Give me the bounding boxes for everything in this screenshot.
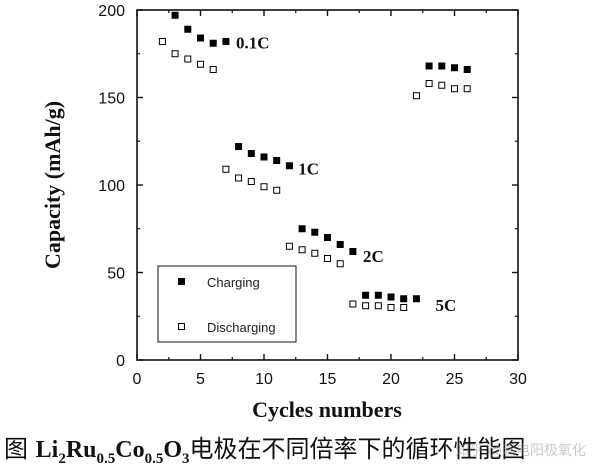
rate-label: 1C	[298, 160, 319, 179]
caption-prefix: 图	[4, 435, 36, 463]
legend-marker-charging	[178, 278, 185, 285]
y-tick-label: 0	[116, 353, 125, 370]
y-axis-title: Capacity (mAh/g)	[40, 101, 65, 269]
formula-element: Co	[115, 437, 145, 463]
y-tick-label: 150	[98, 91, 125, 108]
charging-point	[247, 150, 255, 157]
discharging-point	[247, 178, 255, 185]
discharging-point	[463, 85, 471, 93]
discharging-point	[349, 300, 357, 308]
discharging-point	[336, 260, 344, 268]
charging-point	[235, 143, 243, 150]
charging-point	[387, 293, 395, 301]
charging-point	[463, 66, 471, 73]
discharging-point	[451, 85, 458, 93]
discharging-point	[298, 246, 306, 254]
discharging-point	[260, 183, 268, 191]
rate-label: 2C	[363, 247, 384, 266]
charging-point	[171, 11, 179, 19]
charging-point	[362, 291, 370, 299]
charging-point	[400, 295, 408, 303]
x-tick-label: 20	[382, 371, 400, 388]
legend-marker-discharging	[178, 323, 185, 330]
formula-subscript: 3	[182, 451, 190, 467]
charging-point	[285, 162, 293, 170]
formula-element: Li	[35, 437, 59, 463]
y-tick-label: 200	[98, 3, 125, 20]
charging-point	[298, 225, 306, 233]
charging-point	[349, 248, 357, 255]
data-points	[158, 11, 471, 311]
x-tick-label: 25	[446, 371, 464, 388]
caption-formula: Li2Ru0.5Co0.5O3	[35, 437, 190, 467]
x-axis-title: Cycles numbers	[252, 397, 402, 422]
charging-point	[222, 38, 230, 45]
rate-label: 0.1C	[236, 34, 270, 53]
charging-point	[438, 62, 446, 70]
discharging-point	[273, 186, 281, 194]
charging-point	[311, 228, 319, 236]
discharging-point	[387, 304, 395, 311]
discharging-point	[311, 249, 319, 257]
rate-label: 5C	[435, 296, 456, 315]
charging-point	[412, 295, 420, 303]
discharging-point	[209, 66, 217, 73]
discharging-point	[222, 165, 230, 173]
discharging-point	[324, 255, 331, 262]
tick-labels: 0 5 10 15 20 25 30 0 50 100 150 200	[98, 3, 527, 388]
charging-point	[324, 234, 331, 241]
x-tick-label: 0	[133, 371, 142, 388]
discharging-point	[235, 174, 243, 182]
charging-point	[197, 34, 204, 42]
axis-ticks	[136, 9, 519, 361]
discharging-point	[197, 60, 204, 68]
discharging-point	[171, 50, 179, 58]
discharging-point	[400, 304, 408, 311]
charging-point	[260, 153, 268, 161]
x-tick-label: 5	[196, 371, 205, 388]
y-tick-label: 50	[107, 266, 125, 283]
discharging-point	[438, 81, 446, 89]
caption-suffix: 电极在不同倍率下的循环性能图	[189, 435, 526, 463]
discharging-point	[425, 80, 433, 87]
y-tick-label: 100	[98, 178, 125, 195]
x-tick-label: 10	[255, 371, 273, 388]
formula-element: Ru	[65, 437, 97, 463]
charging-point	[451, 64, 458, 72]
discharging-point	[362, 302, 370, 310]
rate-labels: 0.1C 1C 2C 5C	[236, 34, 456, 316]
legend: Charging Discharging	[157, 265, 297, 343]
legend-label-discharging: Discharging	[207, 320, 276, 335]
discharging-point	[374, 302, 382, 310]
figure-caption: 图 Li2Ru0.5Co0.5O3电极在不同倍率下的循环性能图	[4, 434, 526, 467]
discharging-point	[412, 92, 420, 100]
formula-subscript: 0.5	[144, 451, 164, 467]
x-tick-label: 30	[509, 371, 527, 388]
legend-label-charging: Charging	[207, 275, 260, 290]
charging-point	[374, 291, 382, 299]
x-tick-label: 15	[319, 371, 337, 388]
watermark: 知乎 @漏电阳极氧化	[455, 443, 586, 459]
charging-point	[273, 157, 281, 164]
charging-point	[209, 39, 217, 47]
charging-point	[336, 241, 344, 248]
discharging-point	[184, 55, 192, 63]
discharging-point	[158, 38, 166, 45]
formula-element: O	[163, 437, 183, 463]
charging-point	[425, 62, 433, 70]
formula-subscript: 0.5	[96, 451, 116, 467]
discharging-point	[285, 242, 293, 250]
formula-subscript: 2	[58, 451, 66, 467]
charging-point	[184, 25, 192, 33]
